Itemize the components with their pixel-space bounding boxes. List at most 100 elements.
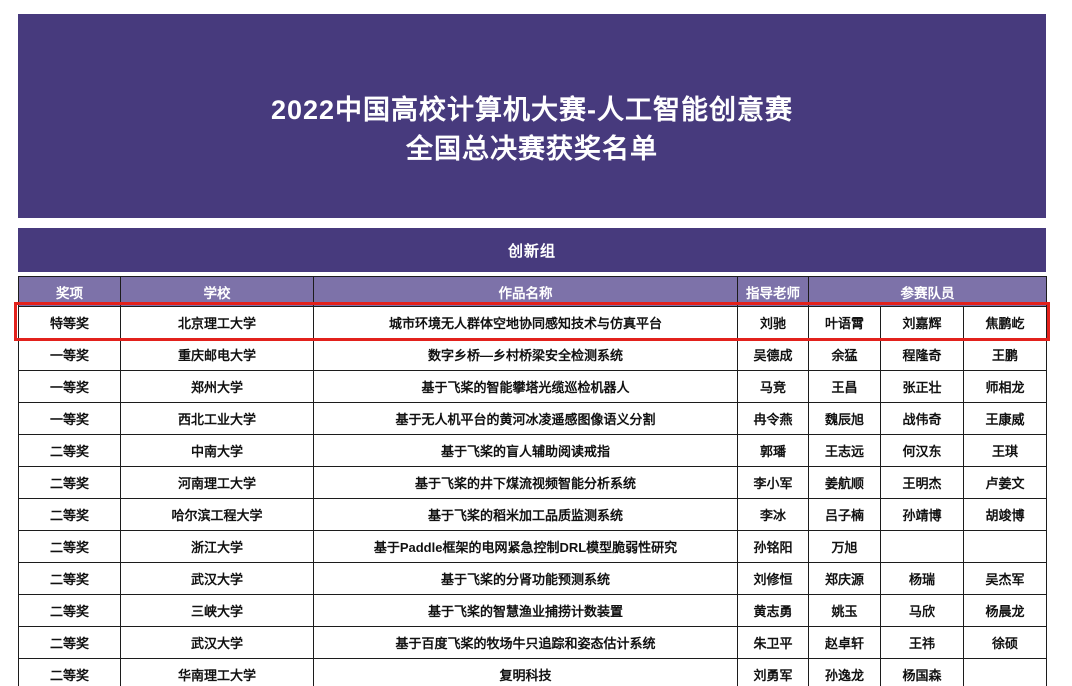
cell-advisor: 刘勇军: [737, 658, 809, 686]
title-banner: 2022中国高校计算机大赛-人工智能创意赛 全国总决赛获奖名单: [18, 14, 1046, 218]
cell-school: 武汉大学: [120, 562, 314, 595]
table-row: 二等奖 浙江大学 基于Paddle框架的电网紧急控制DRL模型脆弱性研究 孙铭阳 万旭: [18, 530, 1047, 563]
table-row: 一等奖 郑州大学 基于飞桨的智能攀塔光缆巡检机器人 马竞 王昌 张正壮 师相龙: [18, 370, 1047, 403]
cell-member-1: 魏辰旭: [808, 402, 881, 435]
cell-advisor: 吴德成: [737, 338, 809, 371]
cell-member-1: 万旭: [808, 530, 881, 563]
header-school: 学校: [120, 276, 314, 307]
cell-award: 二等奖: [18, 530, 121, 563]
cell-award: 二等奖: [18, 658, 121, 686]
cell-award: 一等奖: [18, 370, 121, 403]
cell-member-2: 王明杰: [880, 466, 964, 499]
group-band: 创新组: [18, 228, 1046, 272]
cell-member-1: 郑庆源: [808, 562, 881, 595]
cell-member-3: 吴杰军: [963, 562, 1047, 595]
cell-member-2: 王祎: [880, 626, 964, 659]
cell-award: 一等奖: [18, 402, 121, 435]
cell-member-1: 叶语霄: [808, 306, 881, 339]
cell-member-3: 师相龙: [963, 370, 1047, 403]
cell-school: 北京理工大学: [120, 306, 314, 339]
cell-advisor: 李冰: [737, 498, 809, 531]
table-row: 二等奖 三峡大学 基于飞桨的智慧渔业捕捞计数装置 黄志勇 姚玉 马欣 杨晨龙: [18, 594, 1047, 627]
cell-school: 三峡大学: [120, 594, 314, 627]
table-row: 二等奖 武汉大学 基于飞桨的分肾功能预测系统 刘修恒 郑庆源 杨瑞 吴杰军: [18, 562, 1047, 595]
cell-work: 基于飞桨的分肾功能预测系统: [313, 562, 738, 595]
cell-work: 复明科技: [313, 658, 738, 686]
cell-school: 哈尔滨工程大学: [120, 498, 314, 531]
cell-member-2: [880, 530, 964, 563]
cell-work: 基于飞桨的盲人辅助阅读戒指: [313, 434, 738, 467]
cell-advisor: 郭璠: [737, 434, 809, 467]
cell-work: 基于Paddle框架的电网紧急控制DRL模型脆弱性研究: [313, 530, 738, 563]
cell-award: 二等奖: [18, 466, 121, 499]
cell-advisor: 黄志勇: [737, 594, 809, 627]
cell-member-3: 王鹏: [963, 338, 1047, 371]
table-row: 二等奖 华南理工大学 复明科技 刘勇军 孙逸龙 杨国森: [18, 658, 1047, 686]
header-members: 参赛队员: [808, 276, 1047, 307]
cell-school: 重庆邮电大学: [120, 338, 314, 371]
cell-member-3: 杨晨龙: [963, 594, 1047, 627]
header-work: 作品名称: [313, 276, 738, 307]
table-row: 一等奖 重庆邮电大学 数字乡桥—乡村桥梁安全检测系统 吴德成 余猛 程隆奇 王鹏: [18, 338, 1047, 371]
cell-work: 基于飞桨的智慧渔业捕捞计数装置: [313, 594, 738, 627]
cell-member-2: 战伟奇: [880, 402, 964, 435]
header-award: 奖项: [18, 276, 121, 307]
cell-member-1: 王志远: [808, 434, 881, 467]
cell-advisor: 孙铭阳: [737, 530, 809, 563]
cell-work: 基于飞桨的智能攀塔光缆巡检机器人: [313, 370, 738, 403]
cell-advisor: 马竞: [737, 370, 809, 403]
cell-member-1: 姚玉: [808, 594, 881, 627]
cell-advisor: 冉令燕: [737, 402, 809, 435]
cell-member-2: 孙靖博: [880, 498, 964, 531]
cell-work: 基于飞桨的稻米加工品质监测系统: [313, 498, 738, 531]
cell-work: 基于百度飞桨的牧场牛只追踪和姿态估计系统: [313, 626, 738, 659]
cell-work: 基于飞桨的井下煤流视频智能分析系统: [313, 466, 738, 499]
cell-member-1: 余猛: [808, 338, 881, 371]
table-row: 二等奖 中南大学 基于飞桨的盲人辅助阅读戒指 郭璠 王志远 何汉东 王琪: [18, 434, 1047, 467]
cell-member-2: 杨国森: [880, 658, 964, 686]
cell-member-1: 姜航顺: [808, 466, 881, 499]
cell-advisor: 朱卫平: [737, 626, 809, 659]
cell-member-2: 刘嘉辉: [880, 306, 964, 339]
cell-award: 二等奖: [18, 594, 121, 627]
award-table: 奖项 学校 作品名称 指导老师 参赛队员 特等奖 北京理工大学 城市环境无人群体空地…: [18, 276, 1047, 686]
table-row: 特等奖 北京理工大学 城市环境无人群体空地协同感知技术与仿真平台 刘驰 叶语霄 刘嘉辉 焦鹏…: [18, 306, 1047, 339]
cell-member-1: 赵卓轩: [808, 626, 881, 659]
cell-award: 二等奖: [18, 498, 121, 531]
cell-work: 基于无人机平台的黄河冰凌遥感图像语义分割: [313, 402, 738, 435]
table-header-row: 奖项 学校 作品名称 指导老师 参赛队员: [18, 276, 1047, 307]
cell-member-2: 何汉东: [880, 434, 964, 467]
cell-school: 浙江大学: [120, 530, 314, 563]
cell-member-3: 王琪: [963, 434, 1047, 467]
cell-school: 河南理工大学: [120, 466, 314, 499]
cell-advisor: 刘驰: [737, 306, 809, 339]
cell-work: 城市环境无人群体空地协同感知技术与仿真平台: [313, 306, 738, 339]
cell-member-3: [963, 530, 1047, 563]
table-row: 二等奖 武汉大学 基于百度飞桨的牧场牛只追踪和姿态估计系统 朱卫平 赵卓轩 王祎 徐硕: [18, 626, 1047, 659]
cell-school: 郑州大学: [120, 370, 314, 403]
cell-advisor: 刘修恒: [737, 562, 809, 595]
cell-member-1: 吕子楠: [808, 498, 881, 531]
cell-advisor: 李小军: [737, 466, 809, 499]
cell-award: 二等奖: [18, 434, 121, 467]
cell-member-2: 马欣: [880, 594, 964, 627]
cell-member-2: 杨瑞: [880, 562, 964, 595]
page-title-line1: 2022中国高校计算机大赛-人工智能创意赛: [270, 95, 794, 125]
cell-award: 特等奖: [18, 306, 121, 339]
cell-member-3: 焦鹏屹: [963, 306, 1047, 339]
cell-work: 数字乡桥—乡村桥梁安全检测系统: [313, 338, 738, 371]
cell-school: 武汉大学: [120, 626, 314, 659]
table-row: 一等奖 西北工业大学 基于无人机平台的黄河冰凌遥感图像语义分割 冉令燕 魏辰旭 战伟奇 王康…: [18, 402, 1047, 435]
cell-school: 华南理工大学: [120, 658, 314, 686]
cell-award: 二等奖: [18, 562, 121, 595]
group-label: 创新组: [507, 242, 556, 260]
cell-member-3: 卢姜文: [963, 466, 1047, 499]
cell-member-1: 孙逸龙: [808, 658, 881, 686]
cell-member-3: 王康威: [963, 402, 1047, 435]
cell-award: 一等奖: [18, 338, 121, 371]
header-advisor: 指导老师: [737, 276, 809, 307]
cell-award: 二等奖: [18, 626, 121, 659]
cell-school: 西北工业大学: [120, 402, 314, 435]
table-row: 二等奖 哈尔滨工程大学 基于飞桨的稻米加工品质监测系统 李冰 吕子楠 孙靖博 胡竣博: [18, 498, 1047, 531]
